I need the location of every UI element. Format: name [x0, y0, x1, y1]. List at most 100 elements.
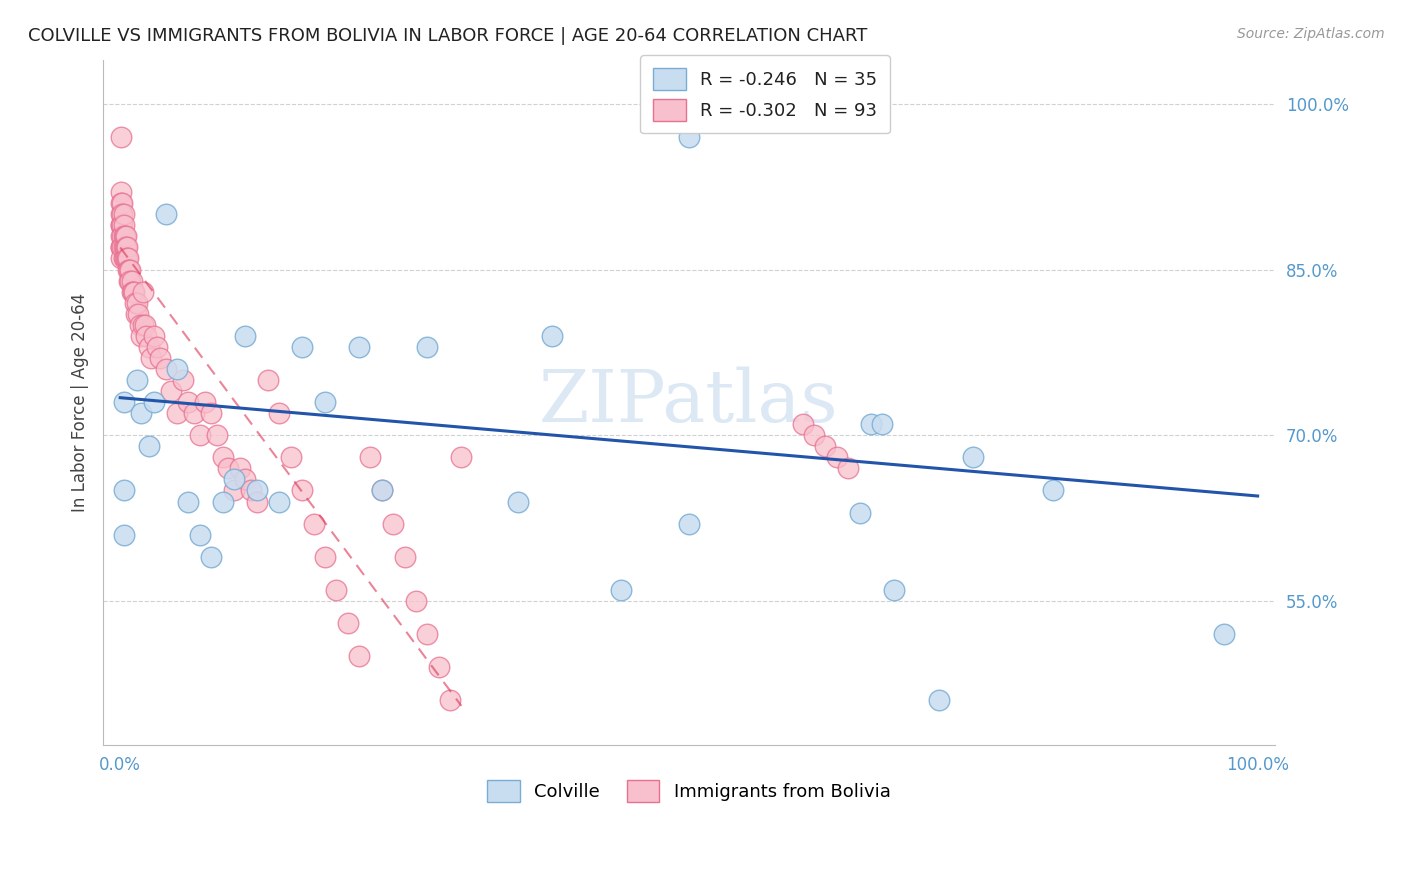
Point [160, 384, 183, 398]
Point [143, 395, 166, 409]
Point [416, 627, 439, 641]
Point [110, 240, 132, 254]
Point [128, 318, 150, 332]
Point [814, 439, 837, 453]
Point [111, 219, 134, 233]
Point [120, 262, 142, 277]
Point [541, 328, 564, 343]
Point [115, 252, 138, 266]
Point [962, 450, 984, 465]
Text: ZIPatlas: ZIPatlas [538, 367, 839, 437]
Point [336, 616, 359, 631]
Point [132, 285, 155, 299]
Point [205, 428, 228, 442]
Point [112, 219, 135, 233]
Point [118, 274, 141, 288]
Point [110, 252, 132, 266]
Point [129, 328, 152, 343]
Point [280, 450, 302, 465]
Point [450, 450, 472, 465]
Point [166, 362, 188, 376]
Point [678, 516, 700, 531]
Point [211, 494, 233, 508]
Point [110, 219, 132, 233]
Point [127, 373, 149, 387]
Point [110, 196, 132, 211]
Text: Source: ZipAtlas.com: Source: ZipAtlas.com [1237, 27, 1385, 41]
Point [188, 428, 211, 442]
Point [121, 285, 143, 299]
Point [859, 417, 882, 432]
Point [246, 494, 269, 508]
Point [928, 693, 950, 707]
Point [111, 196, 134, 211]
Point [228, 461, 250, 475]
Point [117, 252, 139, 266]
Point [883, 582, 905, 597]
Point [118, 262, 141, 277]
Point [246, 483, 269, 498]
Point [127, 307, 149, 321]
Point [117, 262, 139, 277]
Point [145, 340, 167, 354]
Point [143, 328, 166, 343]
Point [110, 130, 132, 145]
Point [172, 373, 194, 387]
Point [233, 328, 256, 343]
Legend: Colville, Immigrants from Bolivia: Colville, Immigrants from Bolivia [474, 767, 904, 814]
Point [149, 351, 172, 365]
Point [837, 461, 859, 475]
Point [291, 340, 314, 354]
Point [183, 406, 205, 420]
Point [314, 395, 336, 409]
Point [111, 207, 134, 221]
Point [115, 240, 138, 254]
Point [427, 660, 450, 674]
Point [211, 450, 233, 465]
Point [135, 328, 157, 343]
Point [302, 516, 325, 531]
Point [138, 340, 160, 354]
Point [132, 318, 155, 332]
Point [177, 395, 200, 409]
Point [112, 207, 135, 221]
Point [111, 240, 134, 254]
Point [291, 483, 314, 498]
Point [359, 450, 381, 465]
Point [233, 472, 256, 486]
Point [394, 549, 416, 564]
Point [121, 285, 143, 299]
Point [177, 494, 200, 508]
Point [138, 439, 160, 453]
Text: COLVILLE VS IMMIGRANTS FROM BOLIVIA IN LABOR FORCE | AGE 20-64 CORRELATION CHART: COLVILLE VS IMMIGRANTS FROM BOLIVIA IN L… [28, 27, 868, 45]
Point [325, 582, 347, 597]
Point [115, 252, 138, 266]
Point [124, 295, 146, 310]
Point [122, 285, 145, 299]
Point [222, 483, 245, 498]
Point [110, 229, 132, 244]
Point [257, 373, 280, 387]
Point [416, 340, 439, 354]
Point [347, 649, 370, 664]
Point [125, 307, 148, 321]
Point [112, 483, 135, 498]
Point [127, 295, 149, 310]
Point [112, 229, 135, 244]
Y-axis label: In Labor Force | Age 20-64: In Labor Force | Age 20-64 [72, 293, 89, 512]
Point [314, 549, 336, 564]
Point [114, 252, 136, 266]
Point [110, 185, 132, 199]
Point [194, 395, 217, 409]
Point [115, 229, 138, 244]
Point [129, 406, 152, 420]
Point [872, 417, 894, 432]
Point [1042, 483, 1064, 498]
Point [678, 130, 700, 145]
Point [269, 406, 291, 420]
Point [609, 582, 631, 597]
Point [803, 428, 825, 442]
Point [114, 240, 136, 254]
Point [112, 395, 135, 409]
Point [347, 340, 370, 354]
